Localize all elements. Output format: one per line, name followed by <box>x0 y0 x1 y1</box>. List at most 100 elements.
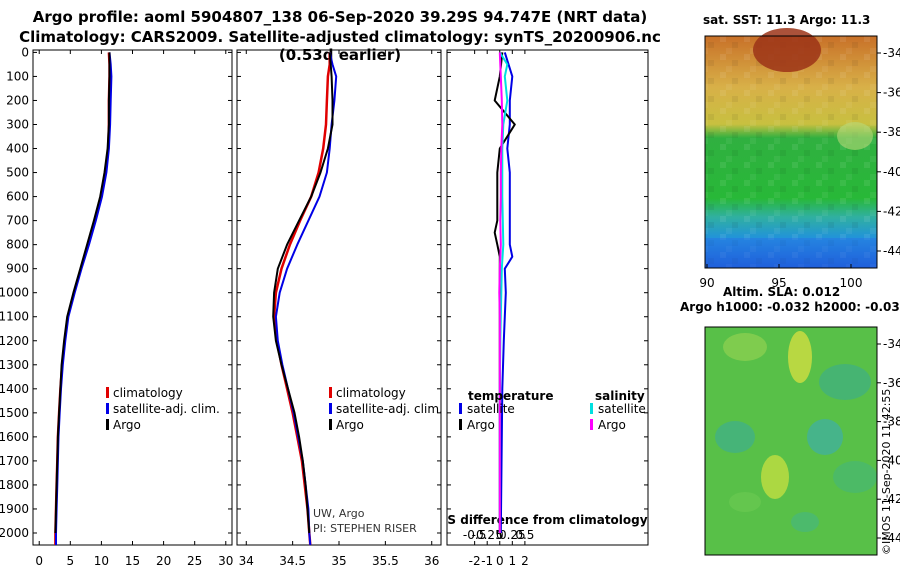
y-tick-label: 1500 <box>0 406 29 420</box>
series-line-satellite-adj-clim- <box>274 52 338 546</box>
lat-tick-label: -40 <box>883 165 900 179</box>
x-tick-label: 30 <box>218 554 233 568</box>
map-frame <box>704 326 878 556</box>
sla-map: -34 -36 -38 -40 -42 -44 <box>704 326 900 556</box>
y-tick-label: 200 <box>6 93 29 107</box>
series-line-argo <box>272 52 334 534</box>
x-tick-label: 10 <box>94 554 109 568</box>
x-tick-label: 34.5 <box>279 554 306 568</box>
inner-x-tick-label: 0.25 <box>499 528 526 542</box>
sla-feature <box>791 512 819 532</box>
y-tick-label: 1100 <box>0 310 29 324</box>
x-tick-label: -2 <box>469 554 481 568</box>
x-tick-label: 35.5 <box>372 554 399 568</box>
y-tick-label: 500 <box>6 166 29 180</box>
x-tick-label: 36 <box>424 554 439 568</box>
lat-tick-label: -38 <box>883 125 900 139</box>
sla-map-title-line2: Argo h1000: -0.032 h2000: -0.037 <box>680 300 900 314</box>
legend-label: satellite-adj. clim. <box>336 402 443 416</box>
sla-feature <box>715 421 755 453</box>
inner-x-tick-label: -0.5 <box>463 528 486 542</box>
x-tick-label: 0 <box>496 554 504 568</box>
sst-map-title: sat. SST: 11.3 Argo: 11.3 <box>703 13 871 27</box>
y-tick-label: 600 <box>6 190 29 204</box>
inner-x-tick-label: 0.5 <box>515 528 534 542</box>
plot-frame <box>236 49 442 546</box>
x-tick-label: -1 <box>481 554 493 568</box>
series-line-argo <box>54 52 111 534</box>
y-tick-label: 0 <box>21 45 29 59</box>
plot-frame <box>446 49 649 546</box>
y-tick-label: 900 <box>6 262 29 276</box>
annotation-text: UW, Argo <box>313 507 365 520</box>
legend-label: satellite-adj. clim. <box>113 402 220 416</box>
sla-feature <box>807 419 843 455</box>
sla-feature <box>723 333 767 361</box>
y-tick-label: 2000 <box>0 526 29 540</box>
x-tick-label: 2 <box>521 554 529 568</box>
y-tick-label: 1800 <box>0 478 29 492</box>
y-tick-label: 1600 <box>0 430 29 444</box>
x-tick-label: 25 <box>187 554 202 568</box>
legend-swatch <box>329 403 332 414</box>
legend-swatch <box>459 419 462 430</box>
legend-group-title: salinity <box>595 389 645 403</box>
legend-label: Argo <box>113 418 141 432</box>
lat-tick-label: -42 <box>883 492 900 506</box>
lat-tick-label: -36 <box>883 86 900 100</box>
x-tick-label: 35 <box>331 554 346 568</box>
series-line-climatology <box>54 52 111 545</box>
sla-feature <box>819 364 871 400</box>
y-tick-label: 1900 <box>0 502 29 516</box>
lat-tick-label: -34 <box>883 46 900 60</box>
chart-panel-2: 34 34.5 35 35.5 36 climatology satellite-adj. … <box>236 49 443 568</box>
y-tick-label: 800 <box>6 238 29 252</box>
sst-feature <box>837 122 873 150</box>
sla-feature <box>729 492 761 512</box>
axis-title: S difference from climatology <box>447 513 647 527</box>
lat-tick-label: -38 <box>883 415 900 429</box>
y-tick-label: 1200 <box>0 334 29 348</box>
series-line-satellite-adj-clim- <box>55 52 113 545</box>
sla-feature <box>788 331 812 383</box>
legend-swatch <box>106 403 109 414</box>
legend-swatch <box>106 387 109 398</box>
y-tick-label: 1400 <box>0 382 29 396</box>
lon-tick-label: 100 <box>840 276 863 290</box>
series-line-salinity-argo <box>498 52 504 533</box>
x-tick-label: 34 <box>239 554 254 568</box>
y-tick-label: 700 <box>6 214 29 228</box>
legend-label: satellite <box>598 402 646 416</box>
chart-panel-1: 0100200300400500600700800900100011001200… <box>0 45 233 568</box>
legend-label: climatology <box>336 386 406 400</box>
legend-swatch <box>329 419 332 430</box>
sla-feature <box>761 455 789 499</box>
lat-tick-label: -34 <box>883 337 900 351</box>
y-tick-label: 100 <box>6 69 29 83</box>
warm-eddy <box>753 28 821 72</box>
lat-tick-label: -36 <box>883 376 900 390</box>
y-tick-label: 1000 <box>0 286 29 300</box>
inner-x-tick-label: 0 <box>496 528 504 542</box>
x-tick-label: 0 <box>35 554 43 568</box>
legend-swatch <box>329 387 332 398</box>
legend-label: climatology <box>113 386 183 400</box>
legend-swatch <box>106 419 109 430</box>
y-tick-label: 400 <box>6 142 29 156</box>
legend-group-title: temperature <box>468 389 553 403</box>
x-tick-label: 1 <box>509 554 517 568</box>
lat-tick-label: -44 <box>883 531 900 545</box>
plot-frame <box>32 49 233 546</box>
lon-tick-label: 90 <box>699 276 714 290</box>
lat-tick-label: -42 <box>883 204 900 218</box>
y-tick-label: 1300 <box>0 358 29 372</box>
sla-map-title-line1: Altim. SLA: 0.012 <box>723 285 841 299</box>
title-line1: Argo profile: aoml 5904807_138 06-Sep-20… <box>32 8 648 26</box>
annotation-text: PI: STEPHEN RISER <box>313 522 417 535</box>
y-tick-label: 1700 <box>0 454 29 468</box>
sst-texture <box>705 36 877 268</box>
map-frame <box>704 35 878 269</box>
lat-tick-label: -40 <box>883 453 900 467</box>
inner-x-tick-label: -0.25 <box>472 528 503 542</box>
